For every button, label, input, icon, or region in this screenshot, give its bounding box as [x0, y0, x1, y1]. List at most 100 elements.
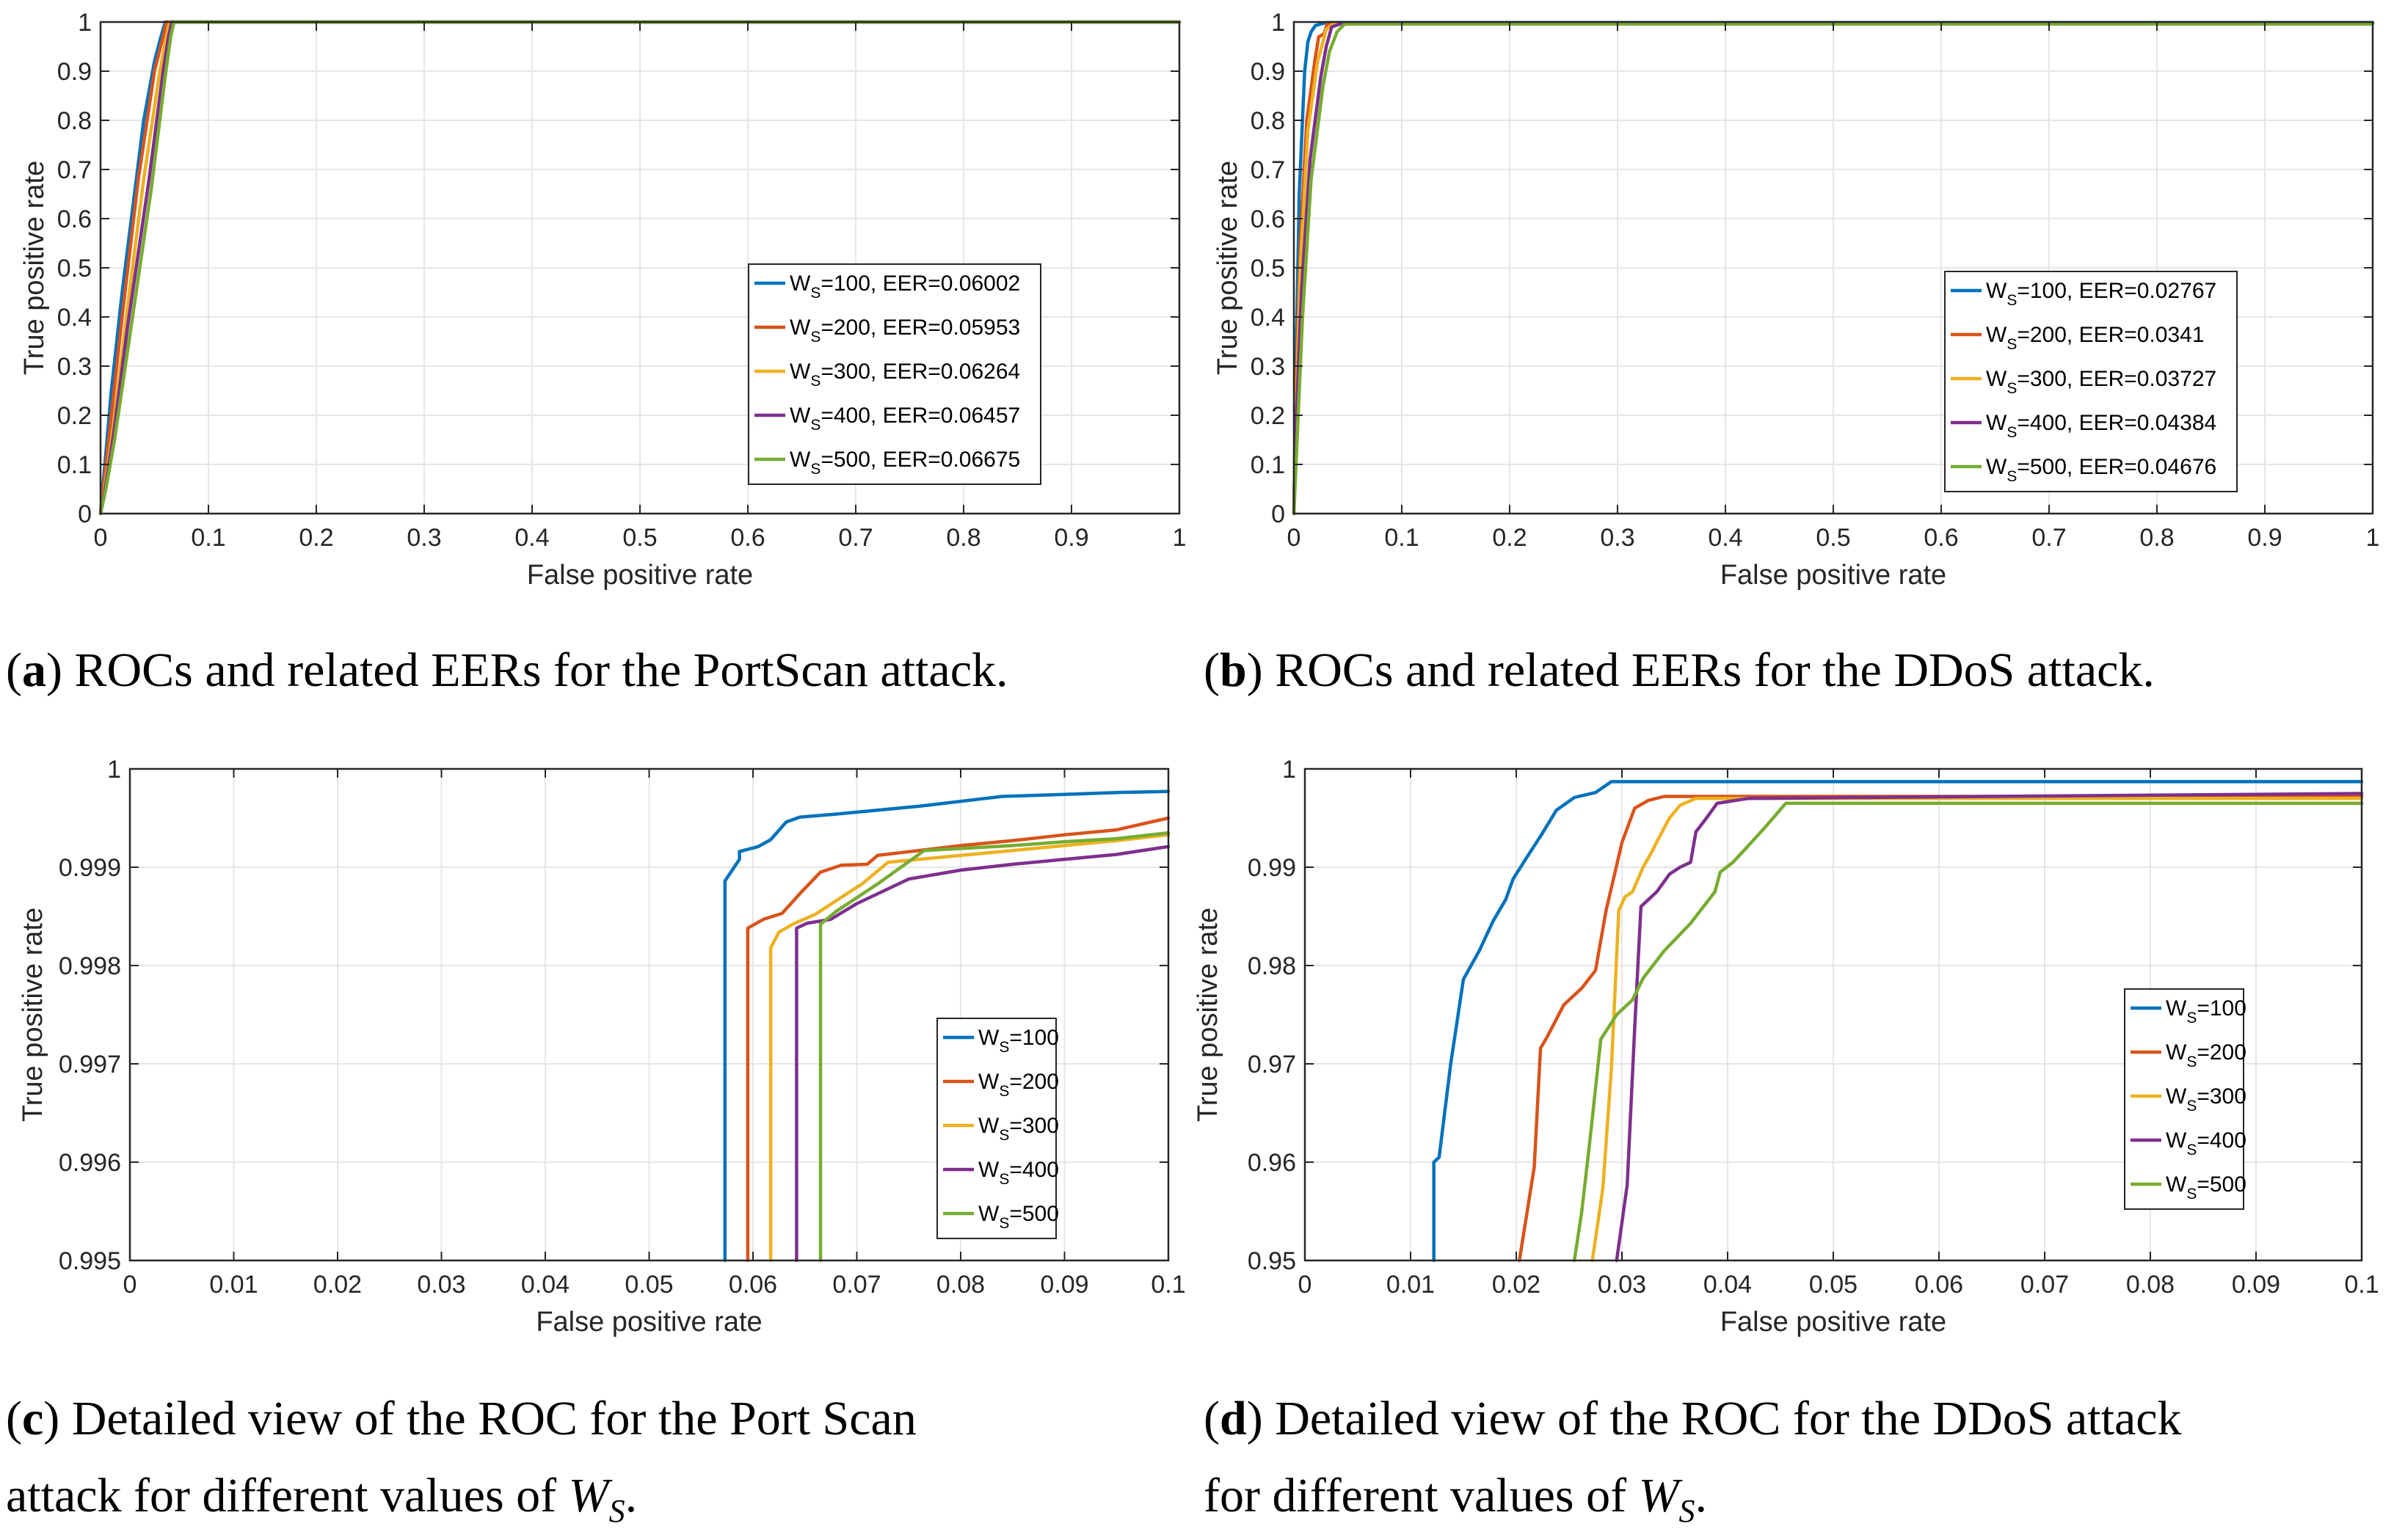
y-axis-label: True positive rate — [1193, 908, 1223, 1122]
y-tick-label: 0.1 — [1251, 451, 1285, 479]
legend-entry-100: WS=100, EER=0.02767 — [1986, 279, 2216, 309]
caption-a-text: ROCs and related EERs for the PortScan a… — [74, 643, 1008, 697]
y-tick-label: 0.96 — [1248, 1149, 1296, 1177]
x-tick-label: 0.8 — [2139, 524, 2174, 552]
caption-b-label: b — [1220, 643, 1247, 697]
series-line-400 — [1615, 792, 2364, 1263]
series-line-200 — [98, 20, 1182, 516]
legend-entry-200: WS=200 — [978, 1070, 1059, 1100]
caption-d-line1: (d) Detailed view of the ROC for the DDo… — [1204, 1392, 2182, 1445]
legend: WS=100 WS=200 WS=300 WS=400 WS=500 — [2124, 988, 2246, 1210]
x-tick-label: 0.03 — [417, 1271, 465, 1299]
x-tick-label: 0.3 — [407, 524, 441, 552]
y-tick-label: 0.99 — [1248, 854, 1296, 882]
caption-a-label: a — [22, 643, 46, 697]
legend-entry-400: WS=400 — [2166, 1128, 2246, 1158]
x-tick-label: 0.1 — [2344, 1271, 2379, 1299]
y-tick-label: 0.9 — [57, 58, 92, 86]
x-tick-label: 0.2 — [1492, 524, 1527, 552]
caption-d-text1: Detailed view of the ROC for the DDoS at… — [1275, 1392, 2181, 1445]
series-line-500 — [1572, 801, 2364, 1263]
y-tick-label: 0.995 — [59, 1247, 121, 1275]
legend-entry-400: WS=400, EER=0.06457 — [790, 404, 1020, 434]
legend-box — [748, 263, 1041, 485]
x-tick-label: 1 — [1173, 524, 1187, 552]
caption-c-line1: (c) Detailed view of the ROC for the Por… — [6, 1392, 917, 1445]
x-tick-label: 0.4 — [1708, 524, 1742, 552]
y-tick-label: 0.7 — [1251, 156, 1285, 184]
series-line-100 — [1432, 780, 2364, 1263]
y-tick-label: 0.8 — [57, 107, 92, 135]
caption-b: (b) ROCs and related EERs for the DDoS a… — [1204, 643, 2155, 697]
y-tick-label: 0.3 — [57, 353, 92, 381]
series-line-200 — [746, 816, 1171, 1263]
panel-a-chart: 0 0.1 0.2 0.3 0.4 0.5 0.6 0.7 0.8 0.9 1 0 0.1 0.2 0.3 0… — [19, 9, 1186, 591]
y-tick-label: 0.8 — [1251, 107, 1285, 135]
caption-d-line2: for different values of WS. — [1204, 1469, 1707, 1529]
caption-a: (a) ROCs and related EERs for the PortSc… — [6, 643, 1008, 697]
legend-entry-400: WS=400 — [978, 1158, 1059, 1188]
y-tick-label: 1 — [1271, 9, 1285, 37]
legend-entry-100: WS=100, EER=0.06002 — [790, 271, 1020, 302]
legend-entry-300: WS=300 — [978, 1114, 1059, 1144]
caption-d-label: d — [1220, 1392, 1247, 1445]
legend-entry-500: WS=500, EER=0.06675 — [790, 448, 1020, 478]
x-tick-label: 0.07 — [832, 1271, 881, 1299]
legend-entry-200: WS=200 — [2166, 1040, 2246, 1070]
caption-c-label: c — [22, 1392, 43, 1445]
series-line-500 — [1292, 22, 2375, 516]
y-tick-label: 0.3 — [1251, 353, 1285, 381]
series-line-300 — [768, 833, 1171, 1263]
y-tick-label: 0.9 — [1251, 58, 1285, 86]
x-tick-label: 0.01 — [1386, 1271, 1435, 1299]
x-tick-label: 0.05 — [1809, 1271, 1858, 1299]
y-tick-label: 0.4 — [57, 304, 92, 332]
series-line-500 — [818, 831, 1171, 1263]
x-tick-label: 0.4 — [514, 524, 549, 552]
panel-c-chart: 0 0.01 0.02 0.03 0.04 0.05 0.06 0.07 0.08 0.09 0.1… — [18, 756, 1186, 1338]
y-tick-label: 0.997 — [59, 1051, 121, 1079]
x-tick-label: 0.1 — [191, 524, 225, 552]
x-tick-label: 0.6 — [1924, 524, 1958, 552]
y-axis-label: True positive rate — [18, 908, 48, 1122]
panel-d-chart: 0 0.01 0.02 0.03 0.04 0.05 0.06 0.07 0.08 0.09 0.1… — [1193, 756, 2379, 1338]
x-tick-label: 0.08 — [2126, 1271, 2175, 1299]
y-tick-label: 0.5 — [57, 255, 92, 282]
y-tick-label: 0.7 — [57, 156, 92, 184]
y-tick-label: 0 — [78, 500, 92, 528]
legend-entry-100: WS=100 — [2166, 996, 2246, 1026]
x-tick-label: 0.2 — [299, 524, 333, 552]
series-line-100 — [723, 789, 1171, 1263]
x-tick-label: 0.03 — [1598, 1271, 1646, 1299]
x-tick-label: 0.02 — [313, 1271, 362, 1299]
y-tick-label: 1 — [78, 9, 92, 37]
x-tick-label: 0.02 — [1492, 1271, 1540, 1299]
series-line-300 — [1590, 796, 2364, 1263]
x-tick-label: 0 — [1298, 1271, 1312, 1299]
legend: WS=100, EER=0.06002 WS=200, EER=0.05953 WS… — [748, 263, 1041, 485]
y-tick-label: 0.95 — [1248, 1247, 1296, 1275]
x-tick-label: 0.05 — [625, 1271, 673, 1299]
caption-d-var: W — [1639, 1469, 1683, 1522]
x-axis-label: False positive rate — [527, 560, 753, 591]
x-tick-label: 0.5 — [622, 524, 657, 552]
caption-c-text2: attack for different values of — [6, 1469, 569, 1522]
x-tick-label: 0.04 — [1703, 1271, 1752, 1299]
y-tick-label: 0.5 — [1251, 255, 1285, 282]
x-tick-label: 0.1 — [1151, 1271, 1185, 1299]
legend-box — [2124, 988, 2244, 1210]
x-tick-label: 0.3 — [1600, 524, 1634, 552]
x-tick-label: 0.5 — [1816, 524, 1850, 552]
y-tick-label: 0.98 — [1248, 952, 1296, 980]
legend-entry-500: WS=500 — [978, 1202, 1059, 1232]
x-axis-label: False positive rate — [1720, 560, 1946, 591]
x-tick-label: 1 — [2366, 524, 2380, 552]
legend: WS=100, EER=0.02767 WS=200, EER=0.0341 WS=… — [1944, 271, 2238, 492]
x-tick-label: 0.09 — [1040, 1271, 1088, 1299]
caption-d-end: . — [1695, 1469, 1708, 1522]
x-tick-label: 0.6 — [730, 524, 765, 552]
x-tick-label: 0.04 — [521, 1271, 570, 1299]
y-tick-label: 0.2 — [1251, 402, 1285, 430]
caption-c-end: . — [625, 1469, 638, 1522]
